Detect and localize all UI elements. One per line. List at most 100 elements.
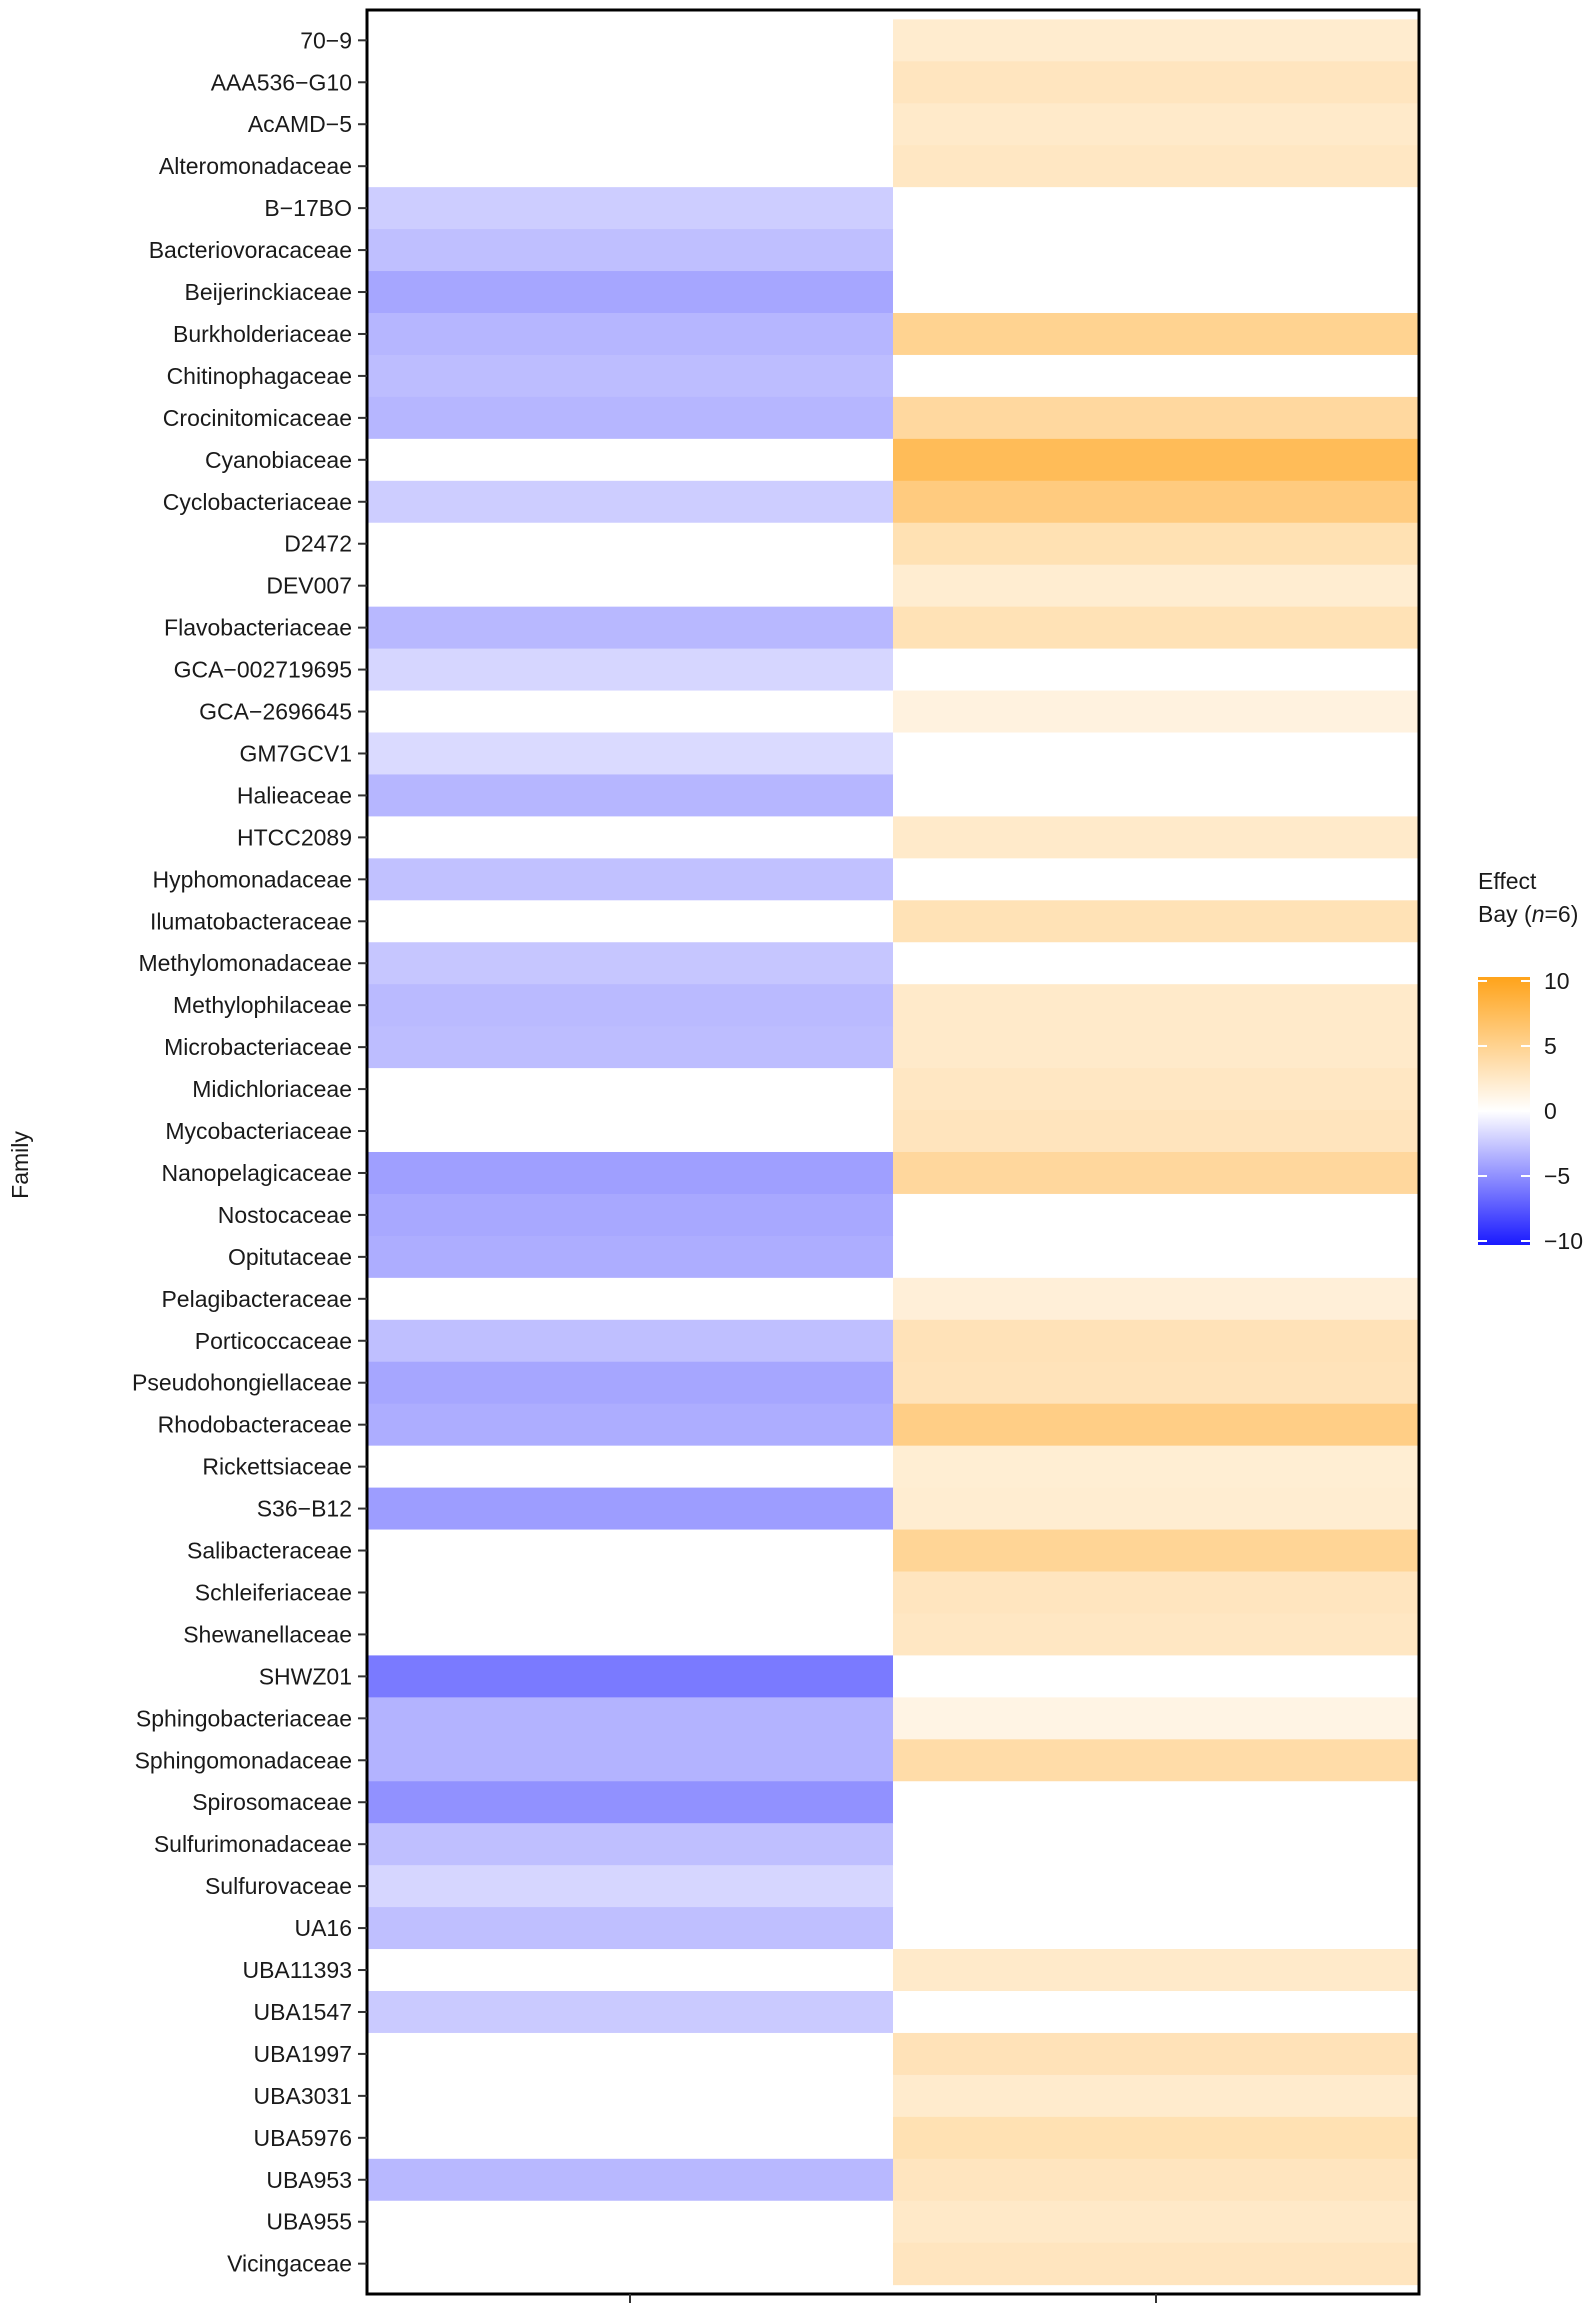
y-tick-label: Nanopelagicaceae xyxy=(161,1160,352,1186)
y-tick-label: Hyphomonadaceae xyxy=(153,866,352,892)
heatmap-cell xyxy=(893,61,1420,104)
heatmap-cell xyxy=(367,1739,894,1782)
heatmap-cell xyxy=(893,438,1420,482)
heatmap-cell xyxy=(893,1571,1420,1614)
heatmap-cell xyxy=(367,1235,894,1279)
heatmap-cell xyxy=(893,1235,1420,1279)
heatmap-cell xyxy=(367,900,894,943)
heatmap-cell xyxy=(893,774,1420,817)
heatmap-cell xyxy=(893,313,1420,356)
y-tick-label: Flavobacteriaceae xyxy=(164,615,352,641)
legend-ticks: 10 5 0 −5 −10 xyxy=(1478,968,1583,1254)
heatmap-cell xyxy=(367,1781,894,1824)
heatmap-cell xyxy=(367,1319,894,1363)
heatmap-cell xyxy=(367,648,894,692)
heatmap-cell xyxy=(893,1823,1420,1866)
heatmap-cell xyxy=(893,396,1420,440)
heatmap-cell xyxy=(367,1571,894,1614)
heatmap-cell xyxy=(893,103,1420,146)
heatmap-cell xyxy=(893,984,1420,1027)
heatmap-cell xyxy=(367,2242,894,2286)
heatmap-cell xyxy=(893,1110,1420,1153)
heatmap-cell xyxy=(367,1697,894,1740)
y-tick-label: Mycobacteriaceae xyxy=(165,1118,352,1144)
legend-tick-label: 0 xyxy=(1544,1098,1557,1124)
y-tick-label: Sphingobacteriaceae xyxy=(136,1705,352,1731)
y-tick-label: Chitinophagaceae xyxy=(167,363,352,389)
legend-tick-label: 5 xyxy=(1544,1033,1557,1059)
heatmap-cell xyxy=(893,1529,1420,1572)
heatmap-cell xyxy=(893,480,1420,524)
heatmap-cell xyxy=(367,564,894,608)
y-tick-label: UBA3031 xyxy=(254,2083,352,2109)
heatmap-cell xyxy=(367,313,894,356)
y-tick-label: DEV007 xyxy=(266,573,352,599)
y-tick-label: AcAMD−5 xyxy=(248,111,352,137)
heatmap-cell xyxy=(893,1613,1420,1656)
heatmap-cell xyxy=(893,1361,1420,1405)
legend-title-line2-suffix: =6) xyxy=(1544,901,1578,927)
y-tick-label: Burkholderiaceae xyxy=(173,321,352,347)
y-tick-label: UBA955 xyxy=(266,2209,352,2235)
y-tick-label: Vicingaceae xyxy=(227,2251,352,2277)
legend-tick-label: −10 xyxy=(1544,1228,1583,1254)
heatmap-cell xyxy=(367,480,894,524)
heatmap-cell xyxy=(893,564,1420,608)
heatmap-cell xyxy=(367,1823,894,1866)
y-tick-label: Methylomonadaceae xyxy=(138,950,352,976)
y-tick-label: Methylophilaceae xyxy=(173,992,352,1018)
y-tick-label: S36−B12 xyxy=(257,1496,352,1522)
y-axis-title: Family xyxy=(7,1131,33,1199)
heatmap-cell xyxy=(893,1193,1420,1237)
heatmap-cell xyxy=(893,145,1420,188)
y-tick-label: Sulfurimonadaceae xyxy=(154,1831,352,1857)
y-tick-label: 70−9 xyxy=(300,27,352,53)
heatmap-cell xyxy=(367,1613,894,1656)
y-tick-label: Opitutaceae xyxy=(228,1244,352,1270)
heatmap-cell xyxy=(893,1697,1420,1740)
heatmap-cell xyxy=(367,1152,894,1195)
heatmap-cell xyxy=(367,690,894,733)
heatmap-cell xyxy=(367,61,894,104)
heatmap-cell xyxy=(367,522,894,566)
heatmap-cell xyxy=(367,1026,894,1069)
y-tick-label: Cyanobiaceae xyxy=(205,447,352,473)
heatmap-cell xyxy=(893,1487,1420,1531)
heatmap-cell xyxy=(367,1655,894,1698)
heatmap-cell xyxy=(367,1949,894,1992)
y-tick-label: UBA1997 xyxy=(254,2041,352,2067)
heatmap-cell xyxy=(367,1193,894,1237)
heatmap-cell xyxy=(893,2242,1420,2286)
heatmap-cell xyxy=(367,1529,894,1572)
y-tick-label: Schleiferiaceae xyxy=(195,1579,352,1605)
heatmap-cell xyxy=(893,1907,1420,1950)
heatmap-cell xyxy=(893,2158,1420,2202)
heatmap-cell xyxy=(367,606,894,650)
heatmap-cell xyxy=(367,396,894,440)
x-axis xyxy=(629,2294,1157,2303)
legend-title-line2-var: n xyxy=(1532,901,1545,927)
heatmap-cell xyxy=(367,19,894,62)
heatmap-cell xyxy=(367,2200,894,2244)
y-tick-label: Shewanellaceae xyxy=(183,1621,352,1647)
heatmap-cell xyxy=(367,942,894,985)
heatmap-cell xyxy=(367,2116,894,2160)
heatmap-cell xyxy=(367,2158,894,2202)
heatmap-cell xyxy=(367,1361,894,1405)
y-tick-label: UBA953 xyxy=(266,2167,352,2193)
heatmap-cell xyxy=(367,1487,894,1531)
y-tick-label: Pelagibacteraceae xyxy=(161,1286,352,1312)
y-tick-label: Spirosomaceae xyxy=(192,1789,352,1815)
legend-title-line2: Bay (n=6) xyxy=(1478,901,1578,927)
heatmap-cell xyxy=(893,2074,1420,2118)
y-tick-label: Rhodobacteraceae xyxy=(158,1412,352,1438)
y-tick-label: AAA536−G10 xyxy=(211,69,352,95)
heatmap-cell xyxy=(367,438,894,482)
y-tick-label: HTCC2089 xyxy=(237,824,352,850)
heatmap-cell xyxy=(893,1026,1420,1069)
heatmap-cell xyxy=(893,1991,1420,2034)
plot-panel-border xyxy=(365,8,1421,2296)
heatmap-cell xyxy=(367,774,894,817)
heatmap-cell xyxy=(893,606,1420,650)
